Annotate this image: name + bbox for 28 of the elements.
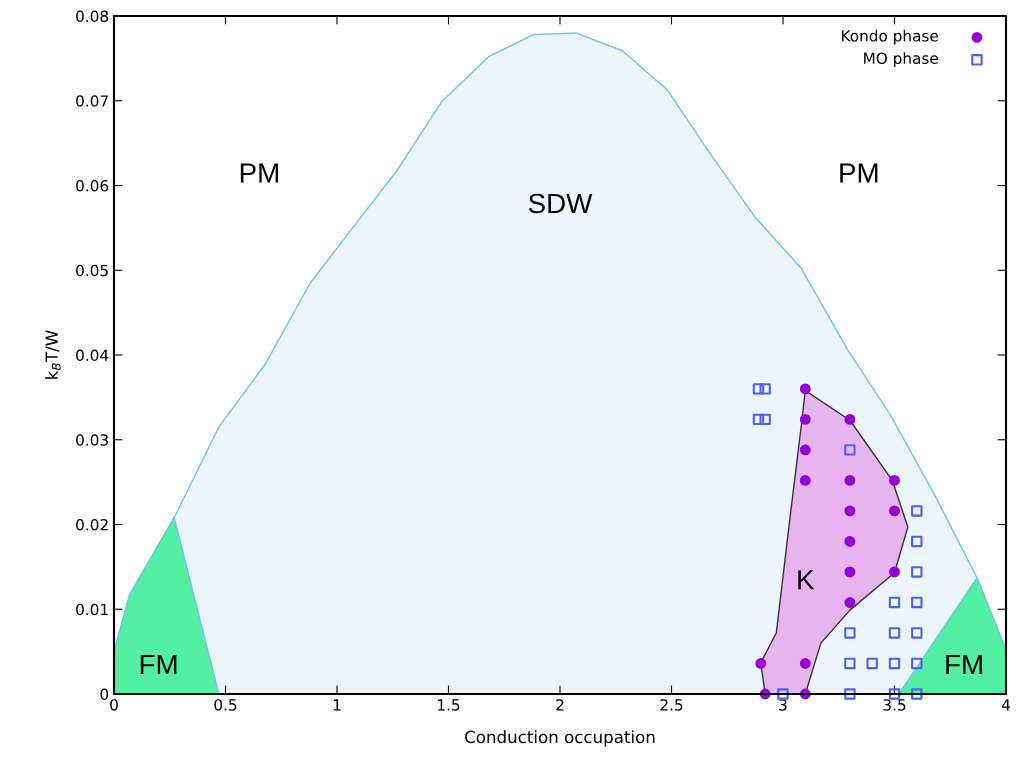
annotation: K [798,570,815,590]
x-tick-label: 3.5 [883,699,906,711]
y-tick-label: 0.01 [76,603,108,616]
annotation: PM [240,163,278,183]
annotation: FM [140,654,177,675]
x-tick-label: 4 [1001,699,1010,711]
y-tick-label: 0.08 [76,10,109,23]
x-tick-label: 2 [556,699,564,711]
annotation: PM [840,163,878,183]
y-tick-label: 0.02 [76,518,108,531]
x-tick-label: 1.5 [438,699,460,711]
y-tick-label: 0.03 [76,434,108,446]
x-tick-label: 2.5 [660,699,683,711]
annotation: FM [946,654,982,675]
annotation: SDW [528,193,593,214]
legend-label: Kondo phase [841,29,938,45]
y-tick-label: 0.05 [76,264,108,277]
y-tick-label: 0.07 [76,95,108,107]
y-tick-label: 0.04 [76,349,109,362]
legend-label: MO phase [864,52,938,67]
y-tick-label: 0.06 [76,179,109,192]
x-tick-label: 3 [779,699,787,711]
x-axis-title: Conduction occupation [465,730,655,747]
x-tick-label: 0 [110,699,118,711]
y-tick-label: 0 [100,688,109,701]
x-tick-label: 0.5 [214,699,237,711]
x-tick-label: 1 [333,699,341,711]
y-axis-title: k$_{B}$T/W [45,330,61,379]
